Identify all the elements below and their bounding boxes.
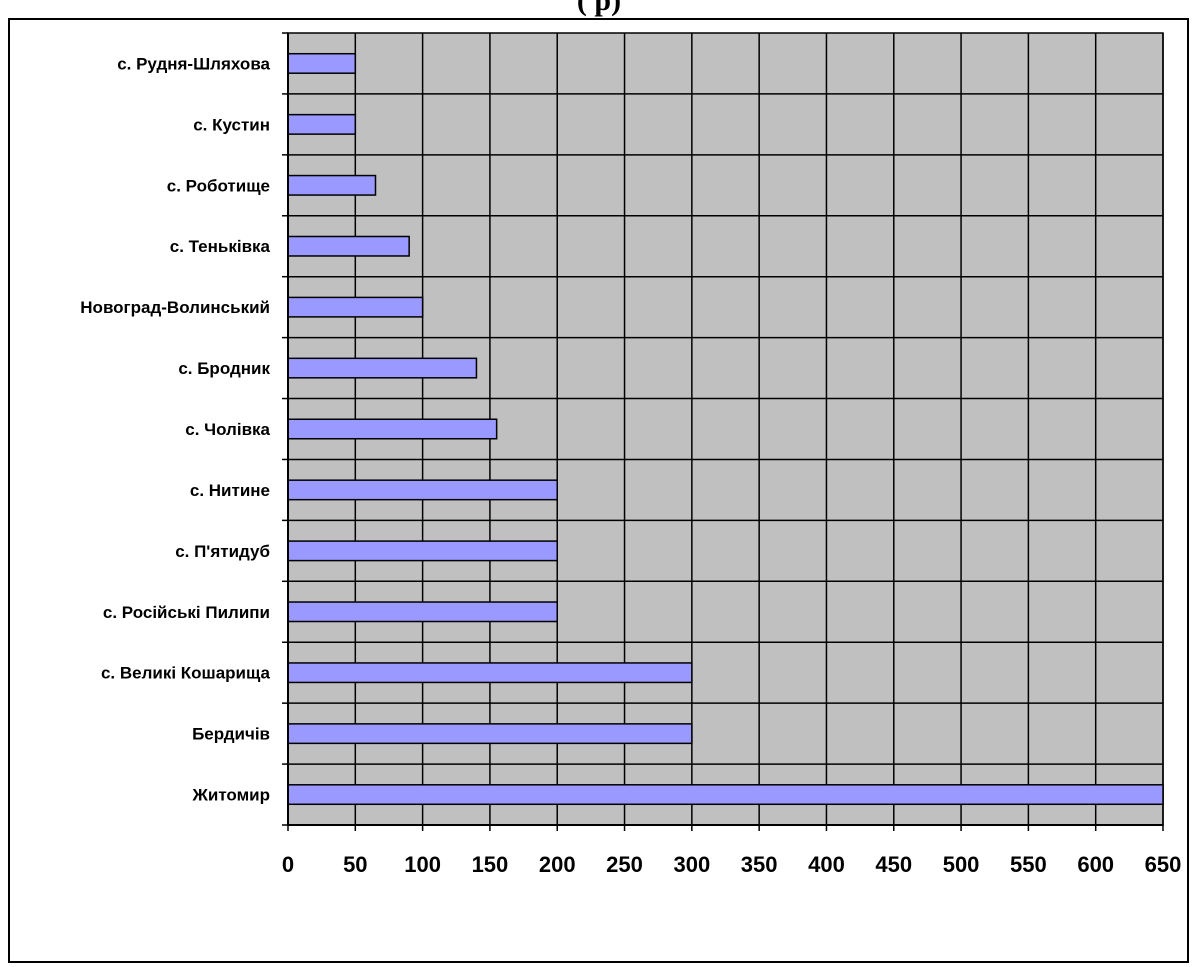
x-tick-label: 200 [539, 852, 576, 877]
category-label: с. Нитине [190, 481, 270, 500]
bar [287, 723, 693, 745]
x-tick-label: 400 [808, 852, 845, 877]
category-label: с. Бродник [178, 359, 270, 378]
bar [287, 784, 1164, 806]
x-tick-label: 350 [741, 852, 778, 877]
x-tick-label: 150 [472, 852, 509, 877]
x-tick-label: 450 [875, 852, 912, 877]
category-label: Житомир [192, 786, 271, 805]
bar [287, 296, 424, 318]
bar [287, 235, 410, 257]
chart-title: ( р) [576, 0, 622, 17]
x-tick-label: 300 [673, 852, 710, 877]
x-tick-label: 650 [1145, 852, 1182, 877]
category-label: с. П'ятидуб [175, 542, 270, 561]
x-tick-label: 50 [343, 852, 367, 877]
bar [287, 479, 558, 501]
x-tick-label: 250 [606, 852, 643, 877]
x-tick-label: 100 [404, 852, 441, 877]
x-tick-label: 550 [1010, 852, 1047, 877]
bar [287, 418, 498, 440]
x-tick-label: 0 [282, 852, 294, 877]
category-label: с. Теньківка [170, 237, 271, 256]
bar [287, 601, 558, 623]
category-label: Новоград-Волинський [80, 298, 270, 317]
x-tick-label: 500 [943, 852, 980, 877]
bar [287, 540, 558, 562]
bar [287, 662, 693, 684]
bar [287, 174, 377, 196]
category-label: Бердичів [192, 725, 270, 744]
bar [287, 357, 478, 379]
x-tick-label: 600 [1077, 852, 1114, 877]
category-label: с. Чолівка [185, 420, 270, 439]
bar [287, 113, 357, 135]
category-label: с. Російські Пилипи [103, 603, 270, 622]
category-label: с. Рудня-Шляхова [117, 54, 270, 73]
category-label: с. Роботище [167, 176, 270, 195]
category-label: с. Великі Кошарища [101, 664, 271, 683]
bar [287, 52, 357, 74]
category-label: с. Кустин [193, 115, 270, 134]
